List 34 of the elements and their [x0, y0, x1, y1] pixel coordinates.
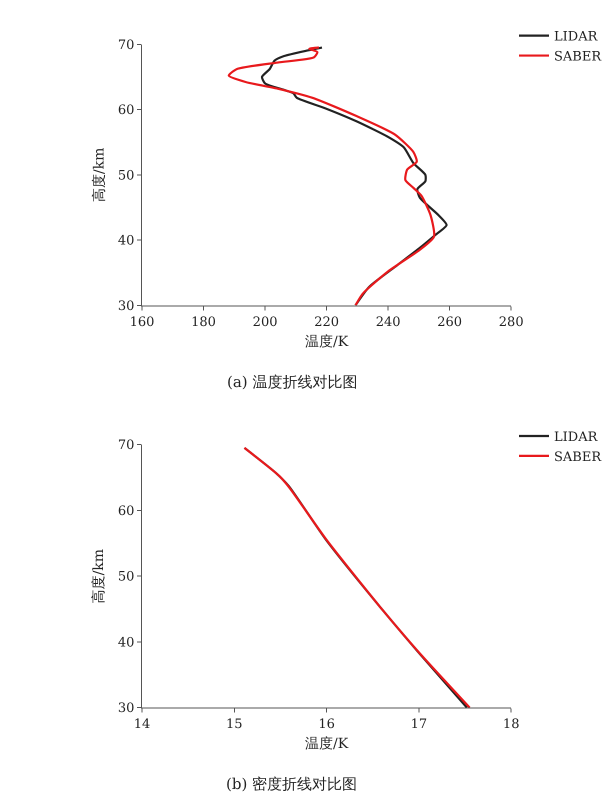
legend-label: LIDAR — [554, 430, 599, 446]
y-tick-label: 40 — [118, 234, 134, 249]
x-tick-label: 16 — [318, 717, 335, 732]
x-tick-label: 260 — [437, 314, 462, 330]
legend-label: SABER — [554, 450, 602, 465]
y-tick-label: 50 — [118, 570, 134, 585]
x-tick-label: 17 — [410, 717, 428, 732]
y-tick-label: 30 — [118, 701, 134, 716]
x-tick-label: 160 — [130, 314, 154, 330]
x-tick-label: 200 — [252, 314, 278, 330]
line-series — [228, 46, 436, 306]
y-axis-title: 高度/km — [92, 148, 108, 202]
y-axis-title: 高度/km — [91, 548, 108, 604]
text: (a) 温度折线对比图 — [227, 373, 358, 391]
y-tick-label: 70 — [118, 38, 134, 53]
text: (b) 密度折线对比图 — [226, 775, 358, 793]
x-tick-label: 180 — [191, 314, 216, 330]
legend-label: SABER — [554, 50, 602, 65]
y-tick-label: 40 — [118, 635, 134, 650]
x-tick-label: 18 — [502, 717, 520, 732]
x-tick-label: 280 — [498, 314, 524, 330]
x-tick-label: 220 — [314, 314, 340, 330]
y-tick-label: 60 — [118, 103, 134, 118]
y-tick-label: 50 — [118, 168, 134, 184]
y-tick-label: 60 — [118, 504, 134, 519]
x-axis-title: 温度/K — [305, 736, 349, 752]
x-tick-label: 15 — [226, 717, 243, 732]
y-tick-label: 70 — [118, 438, 134, 454]
legend-label: LIDAR — [554, 30, 599, 45]
x-tick-label: 240 — [376, 314, 401, 330]
line-series — [260, 46, 448, 306]
y-tick-label: 30 — [118, 298, 134, 314]
x-axis-title: 温度/K — [305, 334, 349, 350]
x-tick-label: 14 — [134, 717, 150, 732]
